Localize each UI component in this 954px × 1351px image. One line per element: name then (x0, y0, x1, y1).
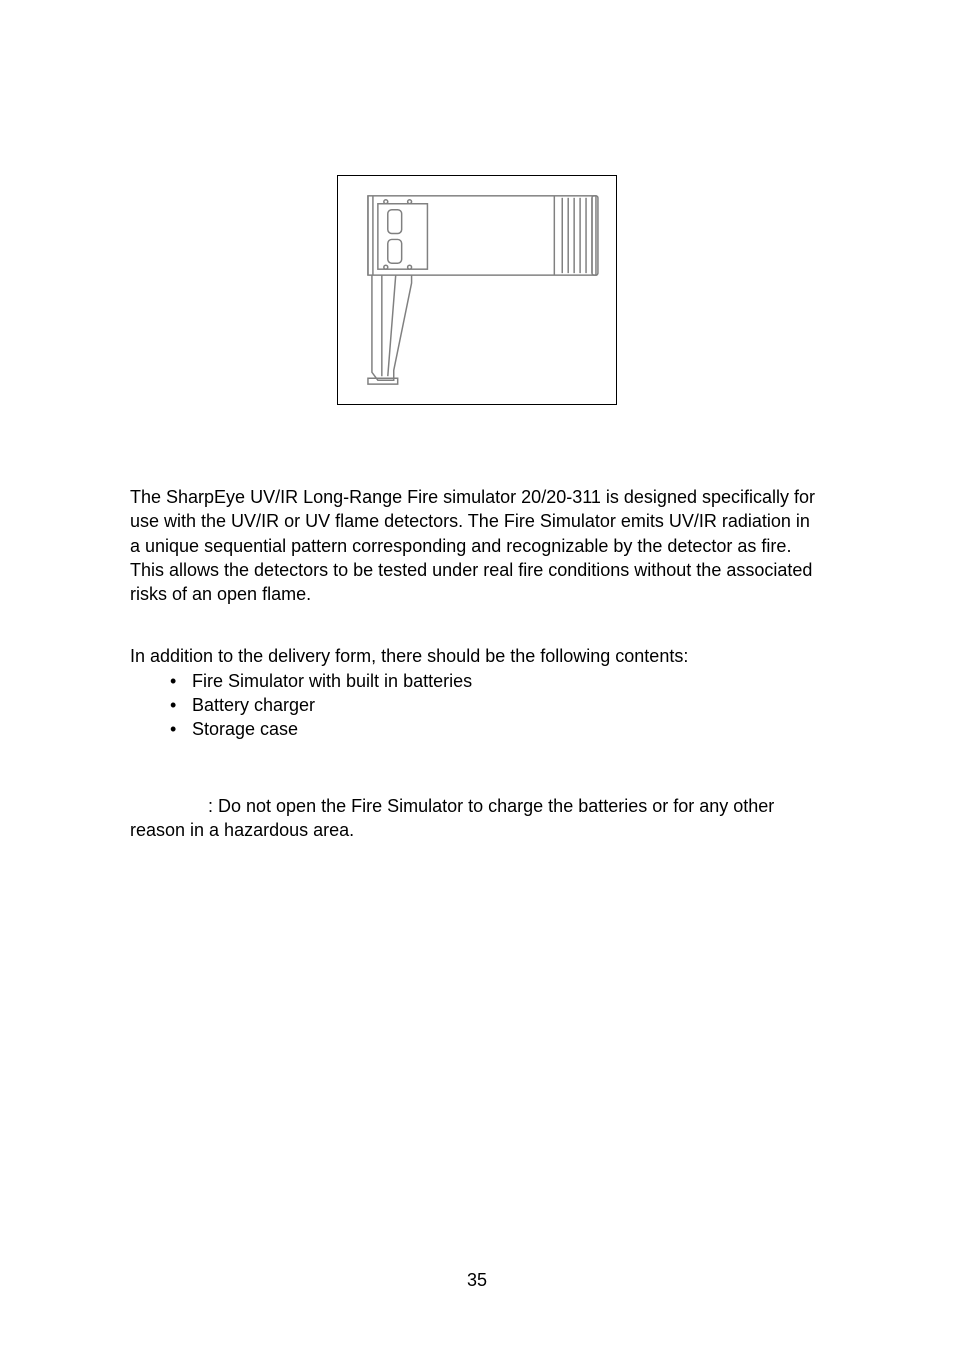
contents-list: Fire Simulator with built in batteries B… (130, 669, 824, 742)
warning-text: : Do not open the Fire Simulator to char… (130, 796, 774, 840)
page-number: 35 (467, 1270, 487, 1291)
warning-paragraph: : Do not open the Fire Simulator to char… (130, 794, 824, 843)
list-intro-text: In addition to the delivery form, there … (130, 644, 824, 668)
list-item: Battery charger (192, 693, 824, 717)
fire-simulator-figure (337, 175, 617, 405)
description-paragraph: The SharpEye UV/IR Long-Range Fire simul… (130, 485, 824, 606)
fire-simulator-illustration (338, 176, 616, 404)
list-item: Fire Simulator with built in batteries (192, 669, 824, 693)
list-item: Storage case (192, 717, 824, 741)
